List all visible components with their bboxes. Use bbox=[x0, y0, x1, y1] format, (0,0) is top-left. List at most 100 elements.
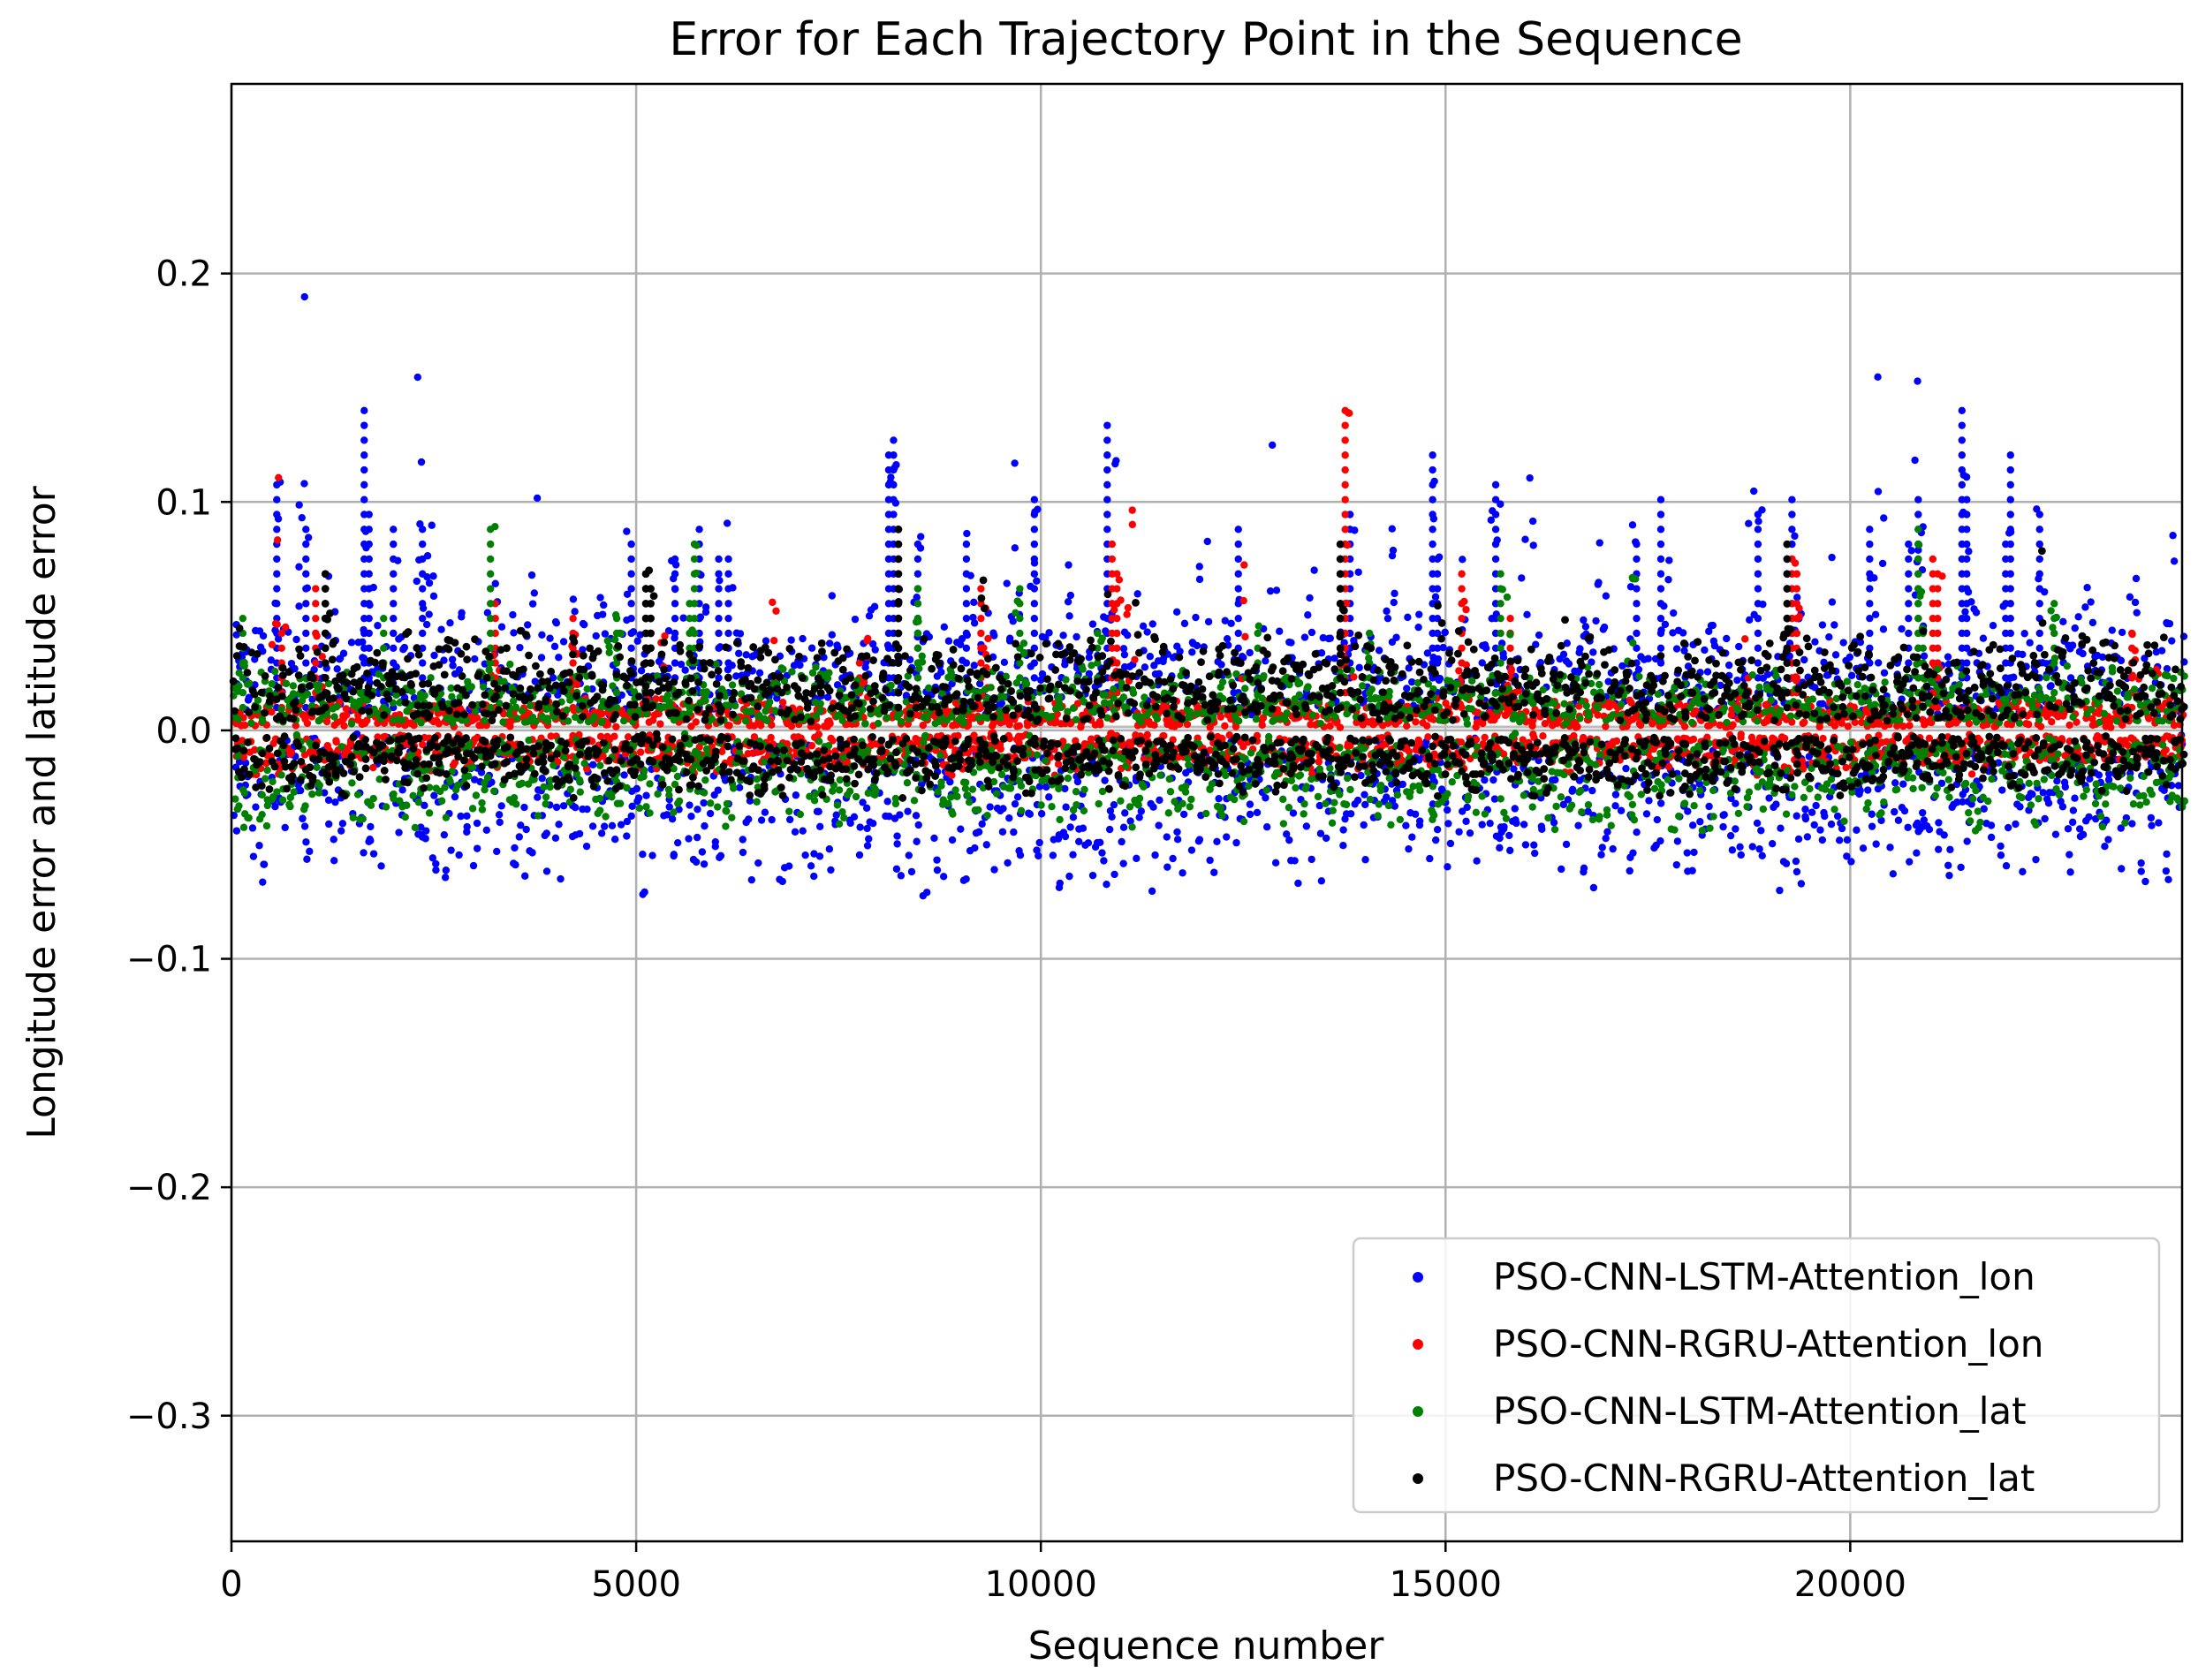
data-point bbox=[1528, 517, 1537, 526]
data-point bbox=[1877, 816, 1885, 825]
data-point bbox=[957, 825, 965, 833]
data-point bbox=[1701, 646, 1709, 655]
data-point bbox=[1059, 632, 1067, 639]
data-point bbox=[962, 585, 971, 593]
data-point bbox=[2118, 628, 2126, 637]
data-point bbox=[302, 629, 310, 638]
data-point bbox=[1818, 700, 1827, 708]
data-point bbox=[2051, 830, 2060, 838]
data-point bbox=[395, 635, 403, 643]
data-point bbox=[1216, 713, 1225, 721]
data-point bbox=[1574, 821, 1582, 829]
data-point bbox=[1247, 710, 1255, 719]
data-point bbox=[419, 674, 427, 682]
data-point bbox=[633, 637, 641, 645]
data-point bbox=[528, 600, 537, 608]
data-point bbox=[1511, 805, 1519, 813]
data-point bbox=[984, 634, 992, 643]
data-point bbox=[596, 594, 604, 602]
data-point bbox=[295, 501, 303, 509]
data-point bbox=[1388, 797, 1397, 805]
data-point bbox=[1633, 540, 1641, 549]
data-point bbox=[1341, 496, 1349, 503]
data-point bbox=[778, 877, 786, 886]
data-point bbox=[1227, 619, 1235, 628]
data-point bbox=[1137, 807, 1146, 815]
data-point bbox=[1491, 526, 1500, 534]
data-point bbox=[611, 836, 619, 844]
data-point bbox=[1326, 722, 1334, 730]
data-point bbox=[2095, 771, 2103, 779]
data-point bbox=[302, 659, 310, 667]
data-point bbox=[491, 579, 499, 587]
data-point bbox=[1482, 644, 1490, 653]
data-point bbox=[1383, 614, 1392, 623]
data-point bbox=[1535, 631, 1543, 639]
data-point bbox=[914, 821, 922, 829]
data-point bbox=[907, 867, 916, 876]
data-point bbox=[1466, 829, 1474, 837]
data-point bbox=[1565, 660, 1573, 668]
data-point bbox=[698, 848, 707, 856]
data-point bbox=[1831, 651, 1840, 659]
data-point bbox=[1037, 810, 1046, 818]
data-point bbox=[1894, 816, 1903, 824]
data-point bbox=[1898, 624, 1906, 633]
data-point bbox=[312, 659, 320, 667]
data-point bbox=[2035, 585, 2043, 593]
data-point bbox=[1878, 559, 1887, 568]
data-point bbox=[1592, 617, 1600, 625]
data-point bbox=[390, 540, 398, 549]
data-point bbox=[1717, 681, 1724, 690]
data-point bbox=[865, 835, 873, 843]
data-point bbox=[1653, 815, 1662, 824]
data-point bbox=[273, 585, 281, 593]
data-point bbox=[1179, 810, 1188, 819]
data-point bbox=[249, 852, 258, 860]
data-point bbox=[1868, 810, 1876, 818]
data-point bbox=[555, 654, 563, 662]
data-point bbox=[1172, 608, 1181, 617]
data-point bbox=[1656, 799, 1665, 807]
data-point bbox=[1316, 829, 1325, 837]
data-point bbox=[1905, 629, 1913, 638]
data-point bbox=[1011, 799, 1019, 808]
data-point bbox=[815, 852, 824, 860]
data-point bbox=[1914, 496, 1922, 503]
data-point bbox=[772, 607, 780, 615]
data-point bbox=[1935, 819, 1943, 827]
data-point bbox=[2068, 818, 2077, 827]
data-point bbox=[347, 639, 356, 647]
data-point bbox=[700, 860, 709, 868]
data-point bbox=[791, 828, 800, 836]
data-point bbox=[2168, 637, 2176, 645]
data-point bbox=[1958, 465, 1966, 474]
data-point bbox=[1989, 622, 1997, 630]
data-point bbox=[1570, 731, 1578, 740]
data-point bbox=[742, 651, 750, 659]
data-point bbox=[736, 630, 745, 638]
data-point bbox=[419, 629, 427, 638]
data-point bbox=[302, 600, 310, 608]
data-point bbox=[998, 828, 1007, 836]
data-point bbox=[2006, 600, 2014, 608]
data-point bbox=[1408, 833, 1416, 841]
data-point bbox=[1405, 844, 1413, 853]
data-point bbox=[1987, 833, 1996, 842]
data-point bbox=[1507, 668, 1515, 676]
data-point bbox=[1103, 881, 1110, 889]
data-point bbox=[1005, 814, 1013, 822]
data-point bbox=[1491, 481, 1500, 489]
data-point bbox=[2032, 855, 2040, 864]
data-point bbox=[400, 643, 409, 652]
data-point bbox=[706, 809, 715, 818]
data-point bbox=[571, 608, 579, 616]
data-point bbox=[273, 511, 281, 518]
data-point bbox=[933, 866, 942, 874]
data-point bbox=[902, 692, 911, 700]
data-point bbox=[2006, 451, 2014, 459]
data-point bbox=[1633, 555, 1641, 564]
data-point bbox=[302, 540, 310, 549]
data-point bbox=[637, 667, 646, 675]
data-point bbox=[745, 815, 753, 823]
